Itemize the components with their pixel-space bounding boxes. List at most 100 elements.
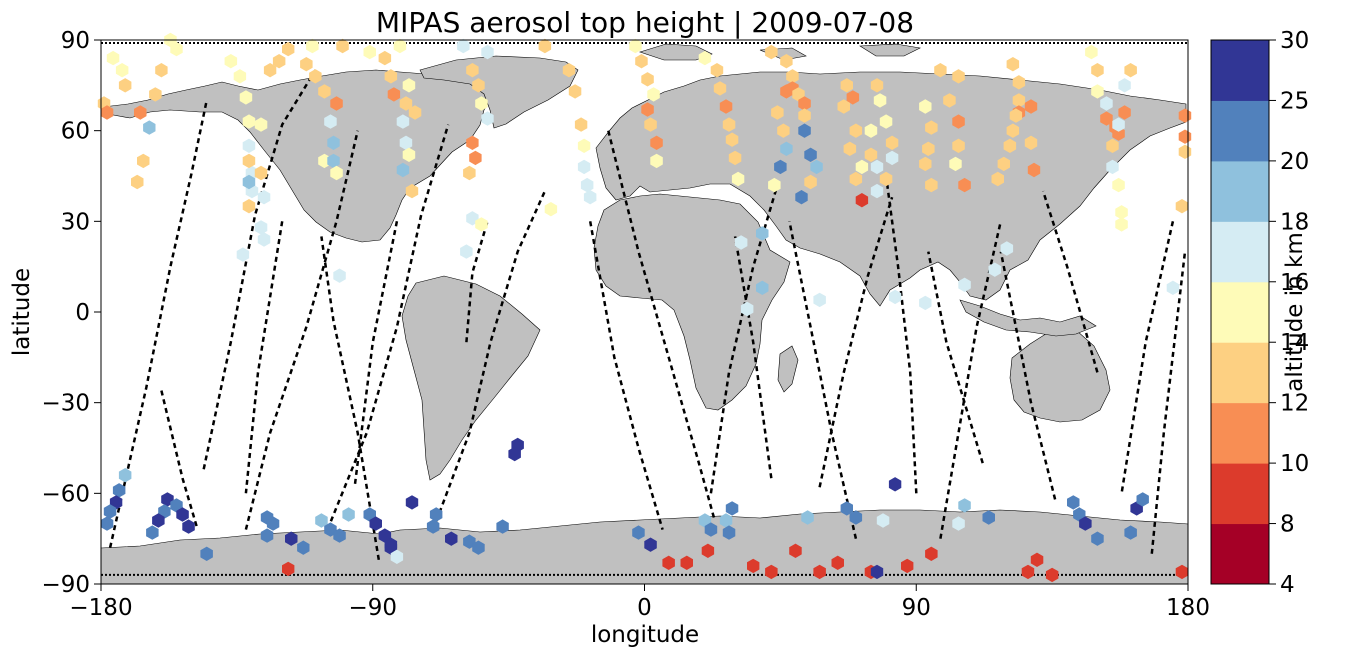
aerosol-point [327, 135, 340, 150]
satellite-track [320, 236, 381, 561]
satellite-track [1150, 251, 1187, 554]
chart-title: MIPAS aerosol top height | 2009-07-08 [376, 6, 914, 39]
aerosol-point [1012, 75, 1026, 90]
colorbar-tick-label: 12 [1280, 391, 1309, 417]
colorbar-segment [1211, 463, 1269, 525]
x-tick-label: −90 [348, 595, 397, 621]
colorbar: 4 8 10 12 14 16 18 20 25 30 [1210, 28, 1309, 598]
aerosol-point [236, 247, 250, 262]
aerosol-point [846, 90, 860, 105]
aerosol-point [641, 72, 654, 87]
aerosol-point [152, 513, 165, 528]
aerosol-point [1106, 138, 1119, 153]
satellite-track [733, 236, 773, 479]
aerosol-point [475, 96, 488, 111]
satellite-track [1041, 190, 1099, 373]
aerosol-point [925, 546, 938, 561]
aerosol-point [680, 555, 693, 570]
aerosol-point [798, 108, 811, 123]
aerosol-point [481, 44, 494, 60]
aerosol-point [922, 141, 935, 156]
y-tick-label: −60 [41, 481, 90, 507]
aerosol-point [647, 87, 660, 102]
aerosol-point [100, 516, 114, 531]
aerosol-point [1006, 123, 1020, 138]
colorbar-segment [1211, 40, 1269, 101]
aerosol-point [106, 50, 120, 66]
aerosol-point [429, 507, 443, 522]
aerosol-point [864, 123, 878, 138]
aerosol-point [1021, 564, 1035, 580]
aerosol-point [1118, 78, 1131, 93]
aerosol-point [1079, 516, 1092, 531]
aerosol-point [771, 105, 784, 120]
aerosol-point [840, 78, 853, 93]
aerosol-point [242, 138, 256, 153]
aerosol-point [789, 543, 802, 558]
aerosol-point [239, 90, 253, 105]
aerosol-point [390, 549, 404, 564]
aerosol-point [496, 519, 509, 534]
aerosol-point [768, 177, 781, 193]
aerosol-point [798, 96, 811, 111]
aerosol-point [254, 165, 268, 181]
aerosol-point [1115, 205, 1128, 220]
aerosol-point [327, 153, 340, 169]
satellite-track [999, 251, 1057, 500]
x-tick-label: −180 [69, 595, 132, 621]
aerosol-point [396, 114, 410, 129]
aerosol-point [568, 84, 582, 99]
aerosol-point [272, 54, 286, 69]
satellite-track [108, 100, 208, 548]
colorbar-segment [1211, 100, 1269, 162]
land-maritime-asia [959, 299, 1097, 337]
x-axis-label: longitude [591, 622, 699, 648]
aerosol-point [285, 531, 298, 546]
aerosol-point [843, 141, 857, 156]
aerosol-point [260, 528, 274, 543]
aerosol-point [224, 54, 238, 69]
aerosol-point [399, 135, 413, 150]
aerosol-point [134, 105, 147, 120]
land-eurasia [595, 71, 1187, 307]
aerosol-point [1091, 84, 1104, 99]
satellite-track [927, 251, 984, 464]
aerosol-point [1009, 108, 1023, 123]
aerosol-point [644, 537, 657, 552]
colorbar-tick-label: 25 [1280, 88, 1309, 114]
aerosol-point [780, 141, 793, 156]
aerosol-point [632, 525, 645, 540]
aerosol-point [795, 190, 808, 205]
aerosol-point [888, 477, 902, 492]
aerosol-point [1112, 177, 1125, 193]
aerosol-point [879, 114, 893, 129]
aerosol-point [1124, 63, 1137, 78]
aerosol-point [242, 199, 256, 214]
aerosol-point [333, 268, 346, 283]
aerosol-point [804, 174, 817, 190]
aerosol-point [137, 153, 150, 169]
aerosol-point [426, 519, 440, 534]
aerosol-point [870, 564, 884, 580]
satellite-track [884, 175, 918, 494]
aerosol-point [801, 510, 814, 525]
aerosol-point [257, 190, 271, 205]
aerosol-point [182, 519, 195, 534]
aerosol-point [257, 232, 271, 247]
aerosol-point [804, 147, 817, 162]
aerosol-point [870, 159, 884, 175]
aerosol-point [149, 87, 162, 102]
aerosol-point [333, 528, 346, 543]
aerosol-point [1012, 93, 1026, 108]
aerosol-point [466, 135, 479, 150]
aerosol-point [780, 54, 793, 69]
aerosol-point [405, 495, 419, 510]
y-tick-label: 0 [75, 300, 90, 326]
aerosol-point [282, 561, 295, 577]
satellite-track [353, 221, 399, 488]
colorbar-tick-label: 20 [1280, 149, 1309, 175]
aerosol-point [870, 78, 884, 93]
colorbar-tick-label: 4 [1280, 572, 1295, 598]
satellite-track [1120, 221, 1175, 494]
aerosol-point [925, 120, 938, 135]
